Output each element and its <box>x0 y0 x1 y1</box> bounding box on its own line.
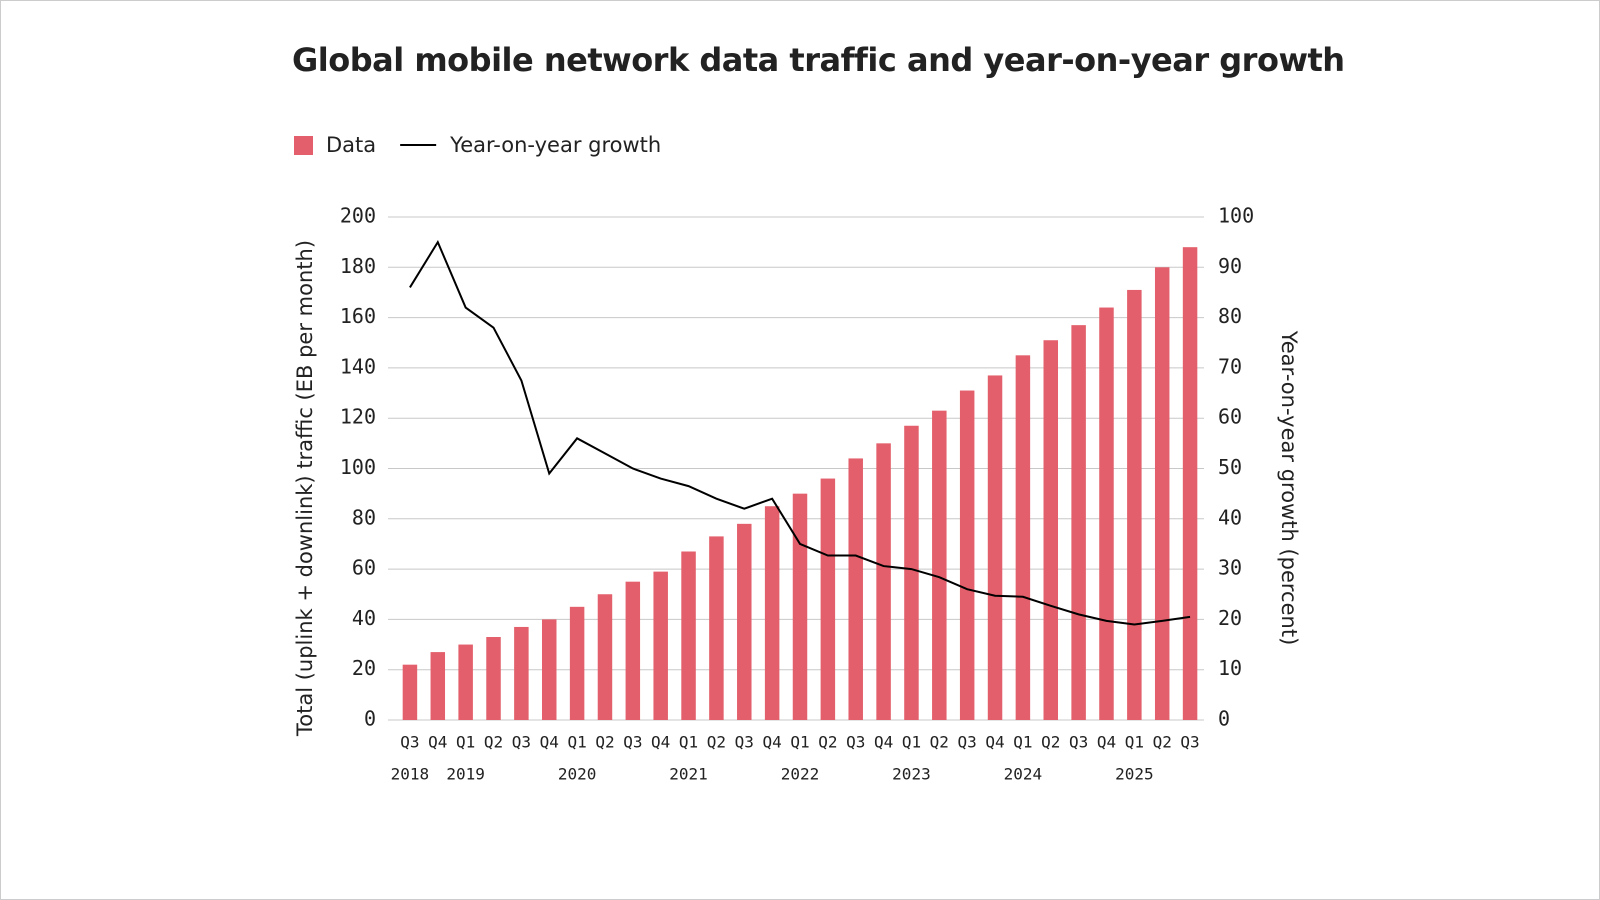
y-tick-label: 20 <box>352 656 376 680</box>
x-tick-label: Q3 <box>400 733 419 752</box>
y-tick-label: 200 <box>340 204 376 228</box>
chart-title: Global mobile network data traffic and y… <box>292 41 1345 79</box>
x-tick-label: Q1 <box>790 733 809 752</box>
legend-label: Data <box>326 133 376 157</box>
x-tick-label: Q4 <box>651 733 670 752</box>
x-group-label: 2022 <box>781 765 820 784</box>
y-tick-label: 140 <box>340 354 376 378</box>
bar <box>486 637 501 720</box>
bar <box>653 571 668 720</box>
x-tick-label: Q3 <box>1069 733 1088 752</box>
x-tick-label: Q3 <box>846 733 865 752</box>
x-tick-label: Q2 <box>1153 733 1172 752</box>
bar <box>458 644 473 720</box>
y2-tick-label: 70 <box>1218 354 1242 378</box>
y-tick-label: 60 <box>352 556 376 580</box>
bar <box>1099 307 1114 720</box>
bar <box>1154 267 1170 720</box>
bar <box>597 594 613 720</box>
bar <box>541 619 557 720</box>
x-tick-label: Q2 <box>707 733 726 752</box>
x-tick-label: Q1 <box>567 733 586 752</box>
x-tick-label: Q2 <box>484 733 503 752</box>
x-tick-label: Q2 <box>930 733 949 752</box>
y-axis-label: Total (uplink + downlink) traffic (EB pe… <box>293 240 317 737</box>
y-tick-label: 80 <box>352 505 376 529</box>
legend-swatch <box>294 136 313 155</box>
x-tick-label: Q1 <box>1125 733 1144 752</box>
y2-axis-label: Year-on-year growth (percent) <box>1277 330 1301 646</box>
x-tick-label: Q3 <box>735 733 754 752</box>
x-group-label: 2020 <box>558 765 597 784</box>
x-group-label: 2024 <box>1004 765 1043 784</box>
line <box>409 239 1191 626</box>
bar <box>932 410 947 720</box>
bar <box>1015 355 1031 720</box>
y2-tick-label: 30 <box>1218 556 1242 580</box>
bar <box>764 506 780 720</box>
x-tick-label: Q1 <box>1013 733 1032 752</box>
bar <box>1127 289 1142 720</box>
y2-tick-label: 100 <box>1218 204 1254 228</box>
x-tick-label: Q2 <box>595 733 614 752</box>
bar <box>848 458 863 720</box>
bar <box>569 606 585 720</box>
bar <box>820 478 836 720</box>
x-tick-label: Q3 <box>623 733 642 752</box>
y2-tick-label: 40 <box>1218 505 1242 529</box>
y-tick-label: 100 <box>340 455 376 479</box>
y-tick-label: 160 <box>340 304 376 328</box>
bar <box>681 551 696 720</box>
bar <box>1043 340 1059 720</box>
x-tick-label: Q4 <box>540 733 559 752</box>
y-tick-label: 180 <box>340 254 376 278</box>
y2-tick-label: 20 <box>1218 606 1242 630</box>
bar <box>430 652 446 720</box>
x-tick-label: Q4 <box>985 733 1004 752</box>
x-tick-label: Q4 <box>428 733 447 752</box>
bar <box>625 581 641 720</box>
y2-tick-label: 90 <box>1218 254 1242 278</box>
bar <box>959 390 975 720</box>
x-tick-label: Q2 <box>1041 733 1060 752</box>
y-tick-label: 40 <box>352 606 376 630</box>
x-group-label: 2023 <box>892 765 931 784</box>
bar <box>904 425 919 720</box>
x-group-label: 2018 <box>391 765 430 784</box>
x-tick-label: Q1 <box>456 733 475 752</box>
x-tick-label: Q4 <box>874 733 893 752</box>
bar <box>1182 247 1198 720</box>
bar <box>1071 325 1086 720</box>
x-group-label: 2021 <box>669 765 708 784</box>
x-tick-label: Q1 <box>679 733 698 752</box>
y2-tick-label: 10 <box>1218 656 1242 680</box>
y2-tick-label: 50 <box>1218 455 1242 479</box>
x-tick-label: Q4 <box>763 733 782 752</box>
y-tick-label: 0 <box>364 707 376 731</box>
x-tick-label: Q2 <box>818 733 837 752</box>
x-group-label: 2025 <box>1115 765 1154 784</box>
bar <box>987 375 1003 720</box>
y-tick-label: 120 <box>340 405 376 429</box>
bar <box>709 536 724 720</box>
bar <box>792 493 808 720</box>
bar <box>514 626 529 720</box>
legend-label: Year-on-year growth <box>449 133 661 157</box>
x-tick-label: Q3 <box>958 733 977 752</box>
x-group-label: 2019 <box>446 765 485 784</box>
bar <box>402 664 418 720</box>
bar <box>737 523 752 720</box>
x-tick-label: Q1 <box>902 733 921 752</box>
x-tick-label: Q3 <box>1180 733 1199 752</box>
x-tick-label: Q3 <box>512 733 531 752</box>
y2-tick-label: 0 <box>1218 707 1230 731</box>
x-tick-label: Q4 <box>1097 733 1116 752</box>
y2-tick-label: 60 <box>1218 405 1242 429</box>
bar <box>876 443 891 720</box>
y2-tick-label: 80 <box>1218 304 1242 328</box>
